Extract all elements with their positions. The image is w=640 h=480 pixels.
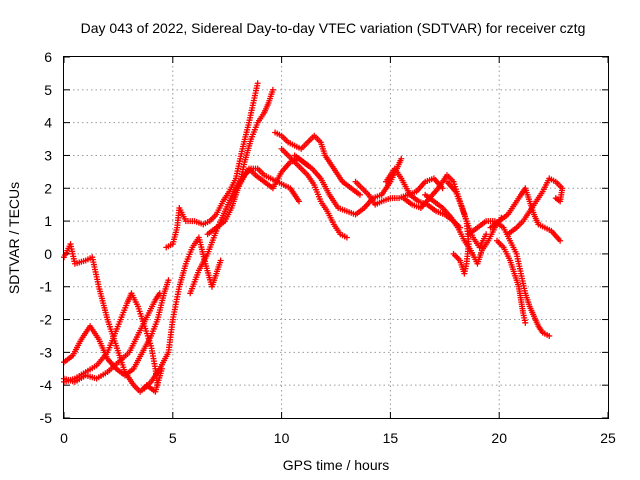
series-track-6 bbox=[163, 80, 261, 251]
series-track-18 bbox=[465, 218, 553, 339]
data-point bbox=[154, 382, 161, 389]
series-track-3 bbox=[61, 277, 172, 379]
grid bbox=[64, 57, 608, 418]
x-tick-label: 10 bbox=[274, 430, 290, 446]
x-tick-label: 20 bbox=[491, 430, 507, 446]
series-track-16 bbox=[422, 191, 505, 267]
data-point bbox=[296, 198, 303, 205]
data-point bbox=[546, 332, 553, 339]
data-point bbox=[450, 250, 457, 257]
data-point bbox=[165, 277, 172, 284]
data-point bbox=[356, 191, 363, 198]
series-track-19 bbox=[494, 237, 529, 326]
y-axis-label: SDTVAR / TECUs bbox=[6, 182, 22, 294]
data-points bbox=[61, 80, 566, 395]
y-tick-label: 2 bbox=[44, 180, 52, 196]
series-track-4 bbox=[61, 290, 163, 385]
x-axis-label: GPS time / hours bbox=[283, 457, 390, 473]
series-track-13 bbox=[352, 175, 446, 208]
series-track-21 bbox=[504, 175, 566, 238]
x-tick-label: 25 bbox=[600, 430, 616, 446]
series-track-9 bbox=[235, 165, 303, 205]
series-track-2 bbox=[61, 290, 161, 389]
series-track-12 bbox=[291, 152, 405, 218]
x-tick-label: 5 bbox=[169, 430, 177, 446]
data-point bbox=[217, 257, 224, 264]
y-tick-label: 1 bbox=[44, 213, 52, 229]
y-tick-label: -2 bbox=[40, 312, 53, 328]
y-tick-label: -5 bbox=[40, 410, 53, 426]
data-point bbox=[156, 290, 163, 297]
y-tick-label: -1 bbox=[40, 279, 53, 295]
x-tick-label: 15 bbox=[383, 430, 399, 446]
plot-frame bbox=[63, 56, 609, 419]
data-point bbox=[398, 155, 405, 162]
axis-ticks bbox=[63, 56, 609, 419]
x-tick-label: 0 bbox=[60, 430, 68, 446]
data-point bbox=[522, 319, 529, 326]
y-tick-label: 0 bbox=[44, 246, 52, 262]
series-track-20 bbox=[487, 185, 564, 244]
chart-title: Day 043 of 2022, Sidereal Day-to-day VTE… bbox=[81, 20, 586, 36]
series-track-11 bbox=[278, 145, 350, 241]
y-tick-label: 4 bbox=[44, 115, 52, 131]
y-tick-label: 3 bbox=[44, 147, 52, 163]
x-tick-labels: 0 5 10 15 20 25 bbox=[60, 430, 616, 446]
data-point bbox=[343, 234, 350, 241]
y-tick-labels: -5 -4 -3 -2 -1 0 1 2 3 4 5 6 bbox=[40, 49, 53, 426]
data-point bbox=[269, 86, 276, 93]
data-point bbox=[254, 80, 261, 87]
y-tick-label: -3 bbox=[40, 344, 53, 360]
data-point bbox=[483, 231, 490, 238]
data-point bbox=[552, 195, 559, 202]
y-tick-label: 6 bbox=[44, 49, 52, 65]
y-tick-label: 5 bbox=[44, 82, 52, 98]
series-track-1 bbox=[61, 241, 165, 395]
series-track-17 bbox=[443, 178, 472, 277]
y-tick-label: -4 bbox=[40, 377, 53, 393]
series-track-10 bbox=[272, 129, 363, 198]
series-track-5 bbox=[141, 234, 224, 392]
data-point bbox=[557, 237, 564, 244]
